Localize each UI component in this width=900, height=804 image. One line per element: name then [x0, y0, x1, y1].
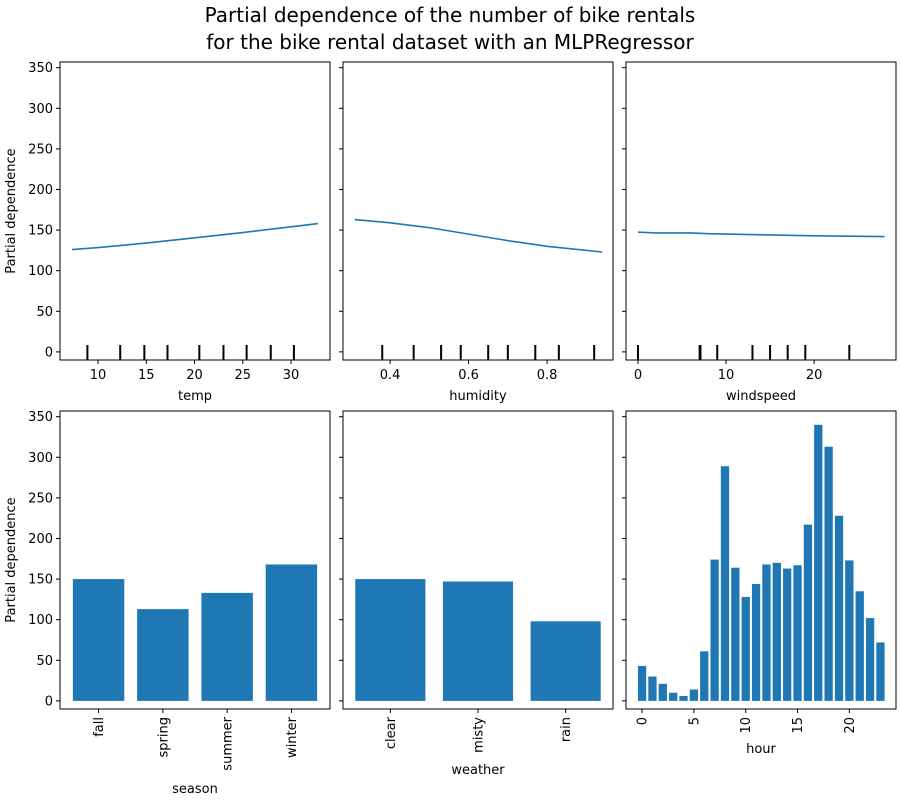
x-tick-label: misty [472, 717, 487, 753]
x-tick-label: 0 [636, 717, 651, 725]
x-tick-label: 5 [687, 717, 702, 725]
subplot-hour: 0 5 10 15 20 hour [622, 410, 897, 757]
bar-1 [648, 676, 657, 701]
bar-13 [772, 562, 781, 701]
bar-9 [731, 567, 740, 701]
y-tick-label: 300 [28, 102, 53, 117]
pd-line [71, 222, 319, 251]
x-tick-label: winter [285, 716, 300, 758]
bar-7 [710, 559, 719, 701]
x-tick-label: rain [559, 717, 574, 742]
y-tick-label: 250 [28, 491, 53, 506]
bar-fall [72, 579, 125, 701]
bar-16 [803, 524, 813, 701]
bar-11 [751, 583, 761, 701]
y-axis-label: Partial dependence [4, 497, 19, 622]
subplot-temp: 0 50 100 150 200 250 300 350 Partial dependence 1… [4, 61, 331, 404]
bar-10 [741, 596, 750, 701]
axes-frame [342, 410, 614, 710]
bar-12 [762, 564, 771, 701]
y-tick-label: 350 [28, 61, 53, 76]
x-tick-label: 0.6 [458, 368, 479, 383]
y-tick-label: 200 [28, 532, 53, 547]
x-tick-label: clear [384, 716, 399, 749]
x-tick-label: 15 [138, 368, 155, 383]
x-tick-label: 10 [718, 368, 735, 383]
pd-line [354, 218, 603, 253]
y-tick-label: 0 [45, 345, 53, 360]
x-axis-label: season [172, 782, 218, 797]
pd-line [637, 231, 885, 238]
subplot-humidity: 0.4 0.6 0.8 humidity [339, 61, 614, 404]
y-tick-label: 50 [36, 305, 53, 320]
bar-14 [783, 568, 792, 701]
chart-title-line2: for the bike rental dataset with an MLPR… [206, 30, 694, 54]
y-tick-label: 150 [28, 224, 53, 239]
bar-spring [137, 609, 189, 701]
bar-22 [865, 618, 875, 701]
bar-23 [876, 642, 885, 701]
bar-2 [658, 683, 667, 701]
axes-frame [625, 61, 897, 361]
bar-21 [855, 591, 864, 701]
y-tick-label: 0 [45, 694, 53, 709]
y-tick-label: 350 [28, 410, 53, 425]
x-tick-label: fall [92, 717, 107, 737]
y-axis-label: Partial dependence [4, 148, 19, 273]
y-tick-label: 100 [28, 264, 53, 279]
x-tick-label: 30 [283, 368, 300, 383]
x-axis-label: temp [178, 389, 212, 404]
x-tick-label: 15 [791, 717, 806, 734]
bar-0 [637, 665, 647, 701]
bar-misty [442, 581, 514, 701]
bar-6 [700, 651, 709, 701]
x-tick-label: 10 [739, 717, 754, 734]
subplot-weather: clear misty rain weather [339, 410, 614, 778]
bar-rain [530, 621, 601, 701]
bar-winter [265, 564, 318, 701]
y-tick-label: 200 [28, 183, 53, 198]
bar-18 [824, 446, 833, 701]
x-axis-label: windspeed [726, 389, 796, 404]
bar-19 [834, 515, 844, 701]
x-tick-label: spring [156, 717, 171, 757]
x-tick-label: summer [221, 716, 236, 770]
y-tick-label: 250 [28, 142, 53, 157]
subplot-season: 0 50 100 150 200 250 300 350 Partial dependence f… [4, 410, 331, 797]
axes-frame [59, 61, 331, 361]
axes-frame [625, 410, 897, 710]
x-tick-label: 10 [90, 368, 107, 383]
x-tick-label: 20 [806, 368, 823, 383]
bar-8 [720, 466, 730, 701]
x-axis-label: hour [746, 742, 776, 757]
bar-clear [355, 579, 426, 701]
axes-frame [342, 61, 614, 361]
bar-5 [689, 689, 699, 701]
x-tick-label: 0.4 [380, 368, 401, 383]
bar-summer [201, 592, 253, 701]
bar-17 [814, 424, 823, 701]
x-tick-label: 20 [843, 717, 858, 734]
subplot-windspeed: 0 10 20 windspeed [622, 61, 897, 404]
x-tick-label: 0.8 [537, 368, 558, 383]
bar-4 [679, 696, 688, 701]
x-tick-label: 25 [234, 368, 251, 383]
x-tick-label: 0 [634, 368, 642, 383]
bar-3 [669, 692, 678, 701]
y-tick-label: 300 [28, 451, 53, 466]
x-tick-label: 20 [186, 368, 203, 383]
y-tick-label: 150 [28, 573, 53, 588]
bar-20 [845, 560, 854, 701]
y-tick-label: 50 [36, 654, 53, 669]
y-tick-label: 100 [28, 613, 53, 628]
axes-frame [59, 410, 331, 710]
chart-title-line1: Partial dependence of the number of bike… [205, 3, 696, 27]
x-axis-label: weather [451, 763, 505, 778]
x-axis-label: humidity [449, 389, 507, 404]
bar-15 [793, 565, 802, 701]
